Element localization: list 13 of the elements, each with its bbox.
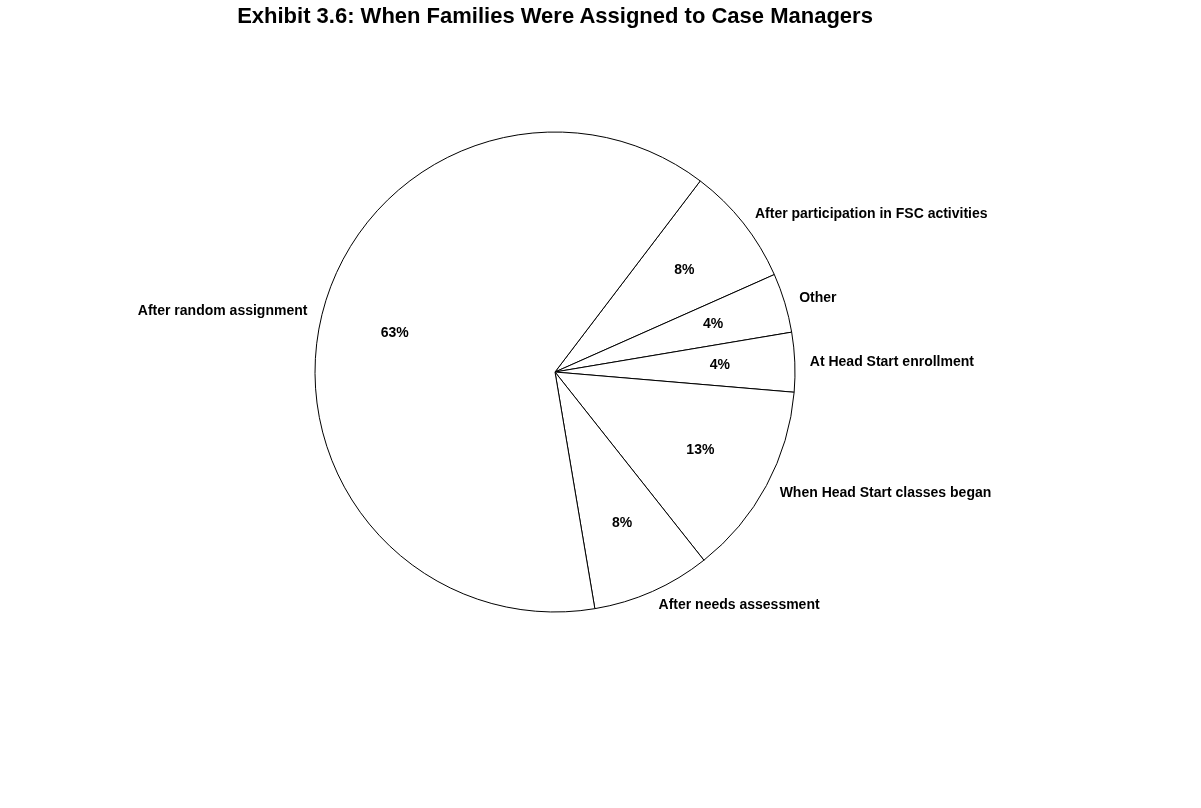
data-label: 63%	[380, 323, 410, 340]
data-label: 13%	[686, 441, 715, 458]
slice-label: At Head Start enrollment	[809, 352, 975, 369]
slice-label: After participation in FSC activities	[754, 204, 988, 221]
data-label: 8%	[611, 513, 633, 530]
slice-label: Other	[799, 289, 838, 306]
data-label: 4%	[709, 356, 731, 373]
data-label: 4%	[702, 315, 724, 332]
chart-title: Exhibit 3.6: When Families Were Assigned to Case Managers	[237, 3, 873, 28]
slice-label: When Head Start classes began	[779, 483, 992, 500]
slice-label: After needs assessment	[658, 596, 820, 613]
slice-label: After random assignment	[137, 301, 308, 318]
data-label: 8%	[674, 260, 696, 277]
